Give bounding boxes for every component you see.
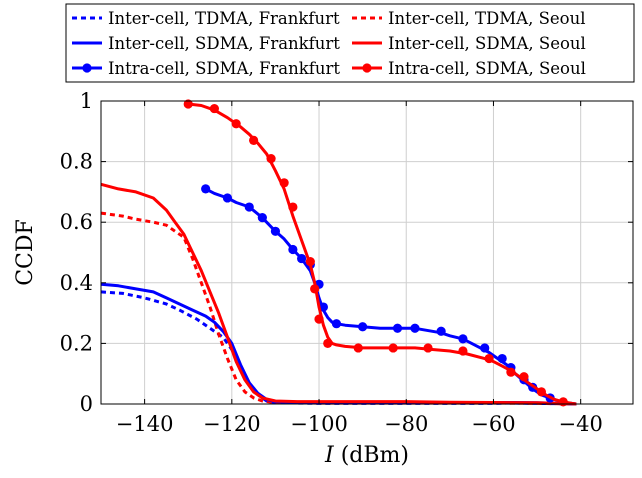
legend-label-4: Inter-cell, SDMA, Seoul (388, 34, 586, 53)
x-axis-label: I (dBm) (324, 443, 409, 468)
x-tick-label: −140 (116, 412, 174, 436)
y-tick-label: 0.2 (60, 331, 93, 355)
series-marker-6 (323, 338, 333, 348)
series-marker-5 (497, 353, 507, 364)
legend-label-3: Inter-cell, SDMA, Frankfurt (108, 34, 340, 53)
x-tick-label: −40 (559, 412, 603, 436)
x-tick-label: −80 (384, 412, 428, 436)
series-line-2 (100, 211, 577, 406)
series-marker-5 (257, 213, 267, 223)
series-marker-6 (353, 343, 363, 353)
series-marker-5 (296, 253, 307, 264)
series-marker-5 (480, 343, 490, 353)
series-marker-5 (410, 323, 420, 333)
series-line-6 (188, 102, 577, 406)
series-marker-6 (558, 397, 568, 407)
series-marker-5 (458, 334, 468, 344)
legend: Inter-cell, TDMA, Frankfurt Inter-cell, T… (65, 3, 635, 83)
series-marker-6 (458, 346, 468, 356)
series-marker-6 (183, 99, 193, 109)
series-marker-6 (423, 343, 433, 353)
legend-label-5: Intra-cell, SDMA, Frankfurt (108, 59, 340, 78)
series-marker-5 (201, 184, 211, 194)
series-marker-5 (331, 319, 342, 329)
series-line-4 (100, 182, 577, 406)
legend-marker-5 (82, 63, 92, 73)
legend-marker-6 (362, 63, 372, 73)
legend-box (65, 3, 635, 83)
series-marker-6 (536, 387, 547, 397)
y-tick-label: 0.6 (60, 210, 93, 234)
series-marker-5 (358, 322, 368, 332)
y-tick-label: 0 (80, 392, 93, 416)
legend-label-6: Intra-cell, SDMA, Seoul (388, 59, 586, 78)
series-marker-6 (249, 135, 259, 145)
legend-label-1: Inter-cell, TDMA, Frankfurt (108, 9, 340, 28)
plot-area (100, 99, 577, 407)
grid (101, 100, 633, 405)
series-marker-6 (209, 103, 219, 114)
y-axis-label: CCDF (13, 219, 38, 286)
series-marker-5 (288, 244, 298, 255)
x-tick-label: −120 (203, 412, 261, 436)
x-axis-label-var: I (324, 443, 335, 468)
series-marker-5 (270, 226, 281, 236)
series-marker-5 (244, 202, 254, 212)
x-tick-label: −100 (290, 412, 348, 436)
series-marker-6 (305, 256, 315, 267)
series-marker-6 (519, 372, 529, 382)
series-marker-6 (288, 202, 298, 212)
series-marker-5 (436, 326, 446, 336)
series-marker-6 (266, 153, 276, 164)
series-marker-6 (231, 119, 241, 129)
series-marker-5 (392, 323, 403, 333)
series-marker-6 (310, 284, 320, 294)
series-marker-6 (314, 314, 324, 324)
axis-ticks: −140 −120 −100 −80 −60 −40 0 0.2 0.4 0.6 0.8 1 (60, 89, 633, 436)
series-marker-6 (279, 178, 289, 188)
series-marker-5 (222, 193, 233, 203)
series-line-1 (100, 290, 577, 406)
x-tick-label: −60 (471, 412, 515, 436)
y-tick-label: 0.8 (60, 150, 93, 174)
x-axis-label-unit: (dBm) (334, 443, 409, 468)
series-marker-6 (388, 343, 398, 353)
series-marker-6 (484, 353, 494, 364)
legend-label-2: Inter-cell, TDMA, Seoul (388, 9, 586, 28)
series-marker-6 (506, 367, 516, 377)
axis-frame (100, 100, 634, 405)
y-tick-label: 0.4 (60, 271, 93, 295)
y-tick-label: 1 (80, 89, 93, 113)
